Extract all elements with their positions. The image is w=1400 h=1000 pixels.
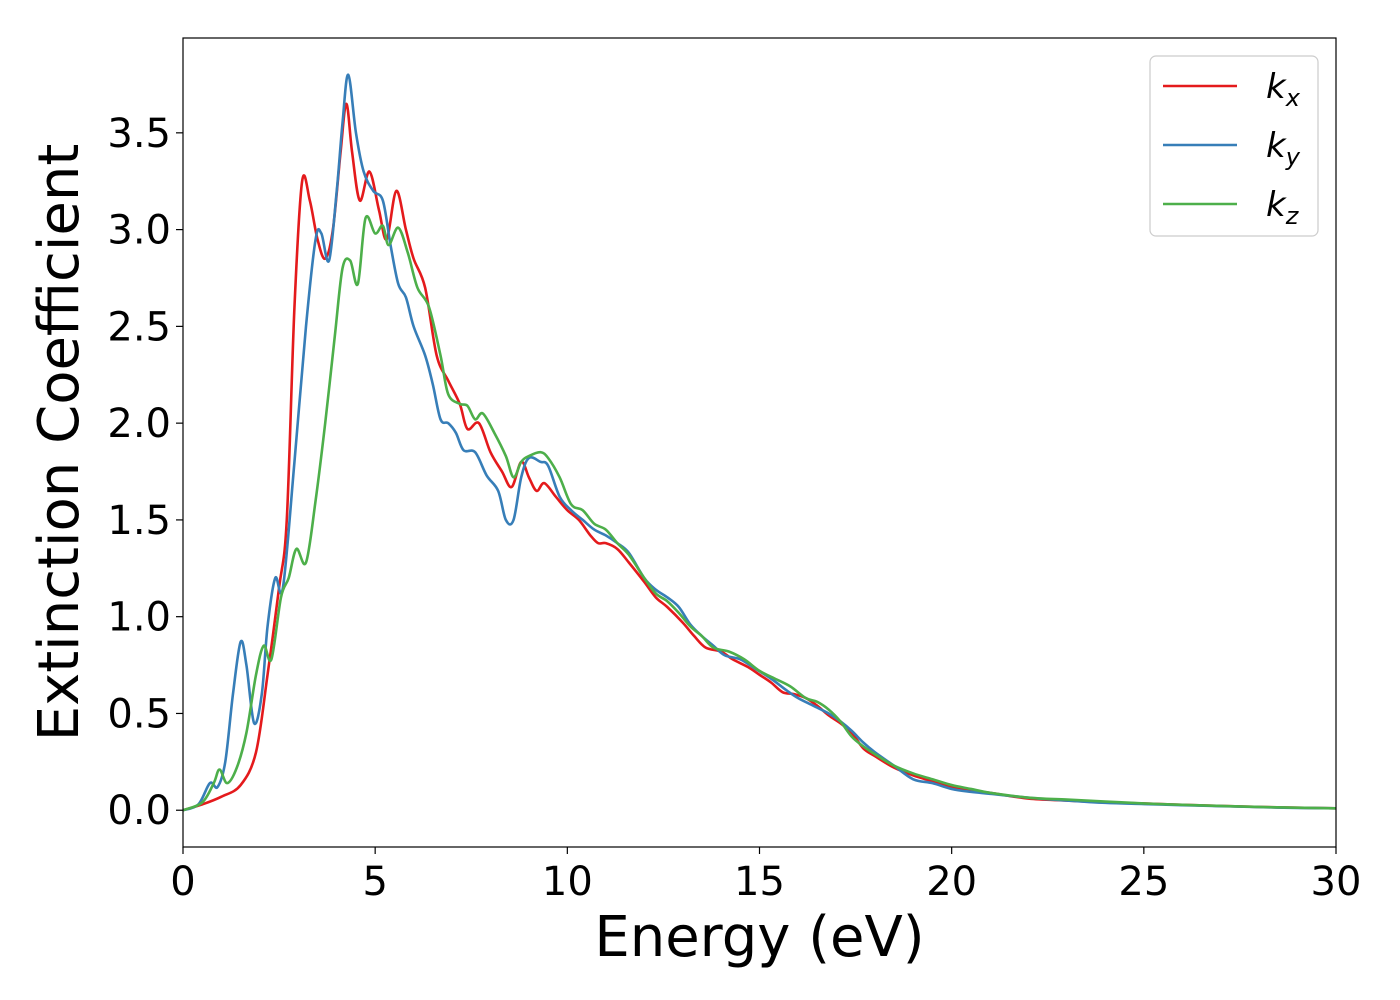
y-tick-label: 2.5 <box>107 304 171 350</box>
x-tick-label: 25 <box>1118 859 1169 905</box>
x-tick-label: 5 <box>362 859 387 905</box>
legend: kx ky kz <box>1149 55 1319 237</box>
x-tick-label: 30 <box>1311 859 1362 905</box>
x-tick-label: 10 <box>542 859 593 905</box>
y-axis-ticks: 0.0 0.5 1.0 1.5 2.0 2.5 3.0 3.5 <box>107 111 183 834</box>
y-tick-label: 3.0 <box>107 208 171 254</box>
y-tick-label: 1.0 <box>107 595 171 641</box>
y-tick-label: 2.0 <box>107 401 171 447</box>
x-tick-label: 20 <box>926 859 977 905</box>
series-layer <box>183 73 1336 812</box>
y-axis-title: Extinction Coefficient <box>27 144 92 742</box>
legend-label-y: ky <box>1266 126 1301 171</box>
series-line-z <box>183 214 1336 812</box>
y-tick-label: 0.5 <box>107 691 171 737</box>
y-tick-label: 3.5 <box>107 111 171 157</box>
legend-label-z: kz <box>1266 185 1300 230</box>
x-tick-label: 0 <box>170 859 195 905</box>
legend-label-x: kx <box>1266 67 1301 112</box>
x-axis-ticks: 0 5 10 15 20 25 30 <box>170 847 1361 905</box>
x-tick-label: 15 <box>734 859 785 905</box>
x-axis-title: Energy (eV) <box>594 905 924 970</box>
y-tick-label: 0.0 <box>107 788 171 834</box>
y-tick-label: 1.5 <box>107 498 171 544</box>
